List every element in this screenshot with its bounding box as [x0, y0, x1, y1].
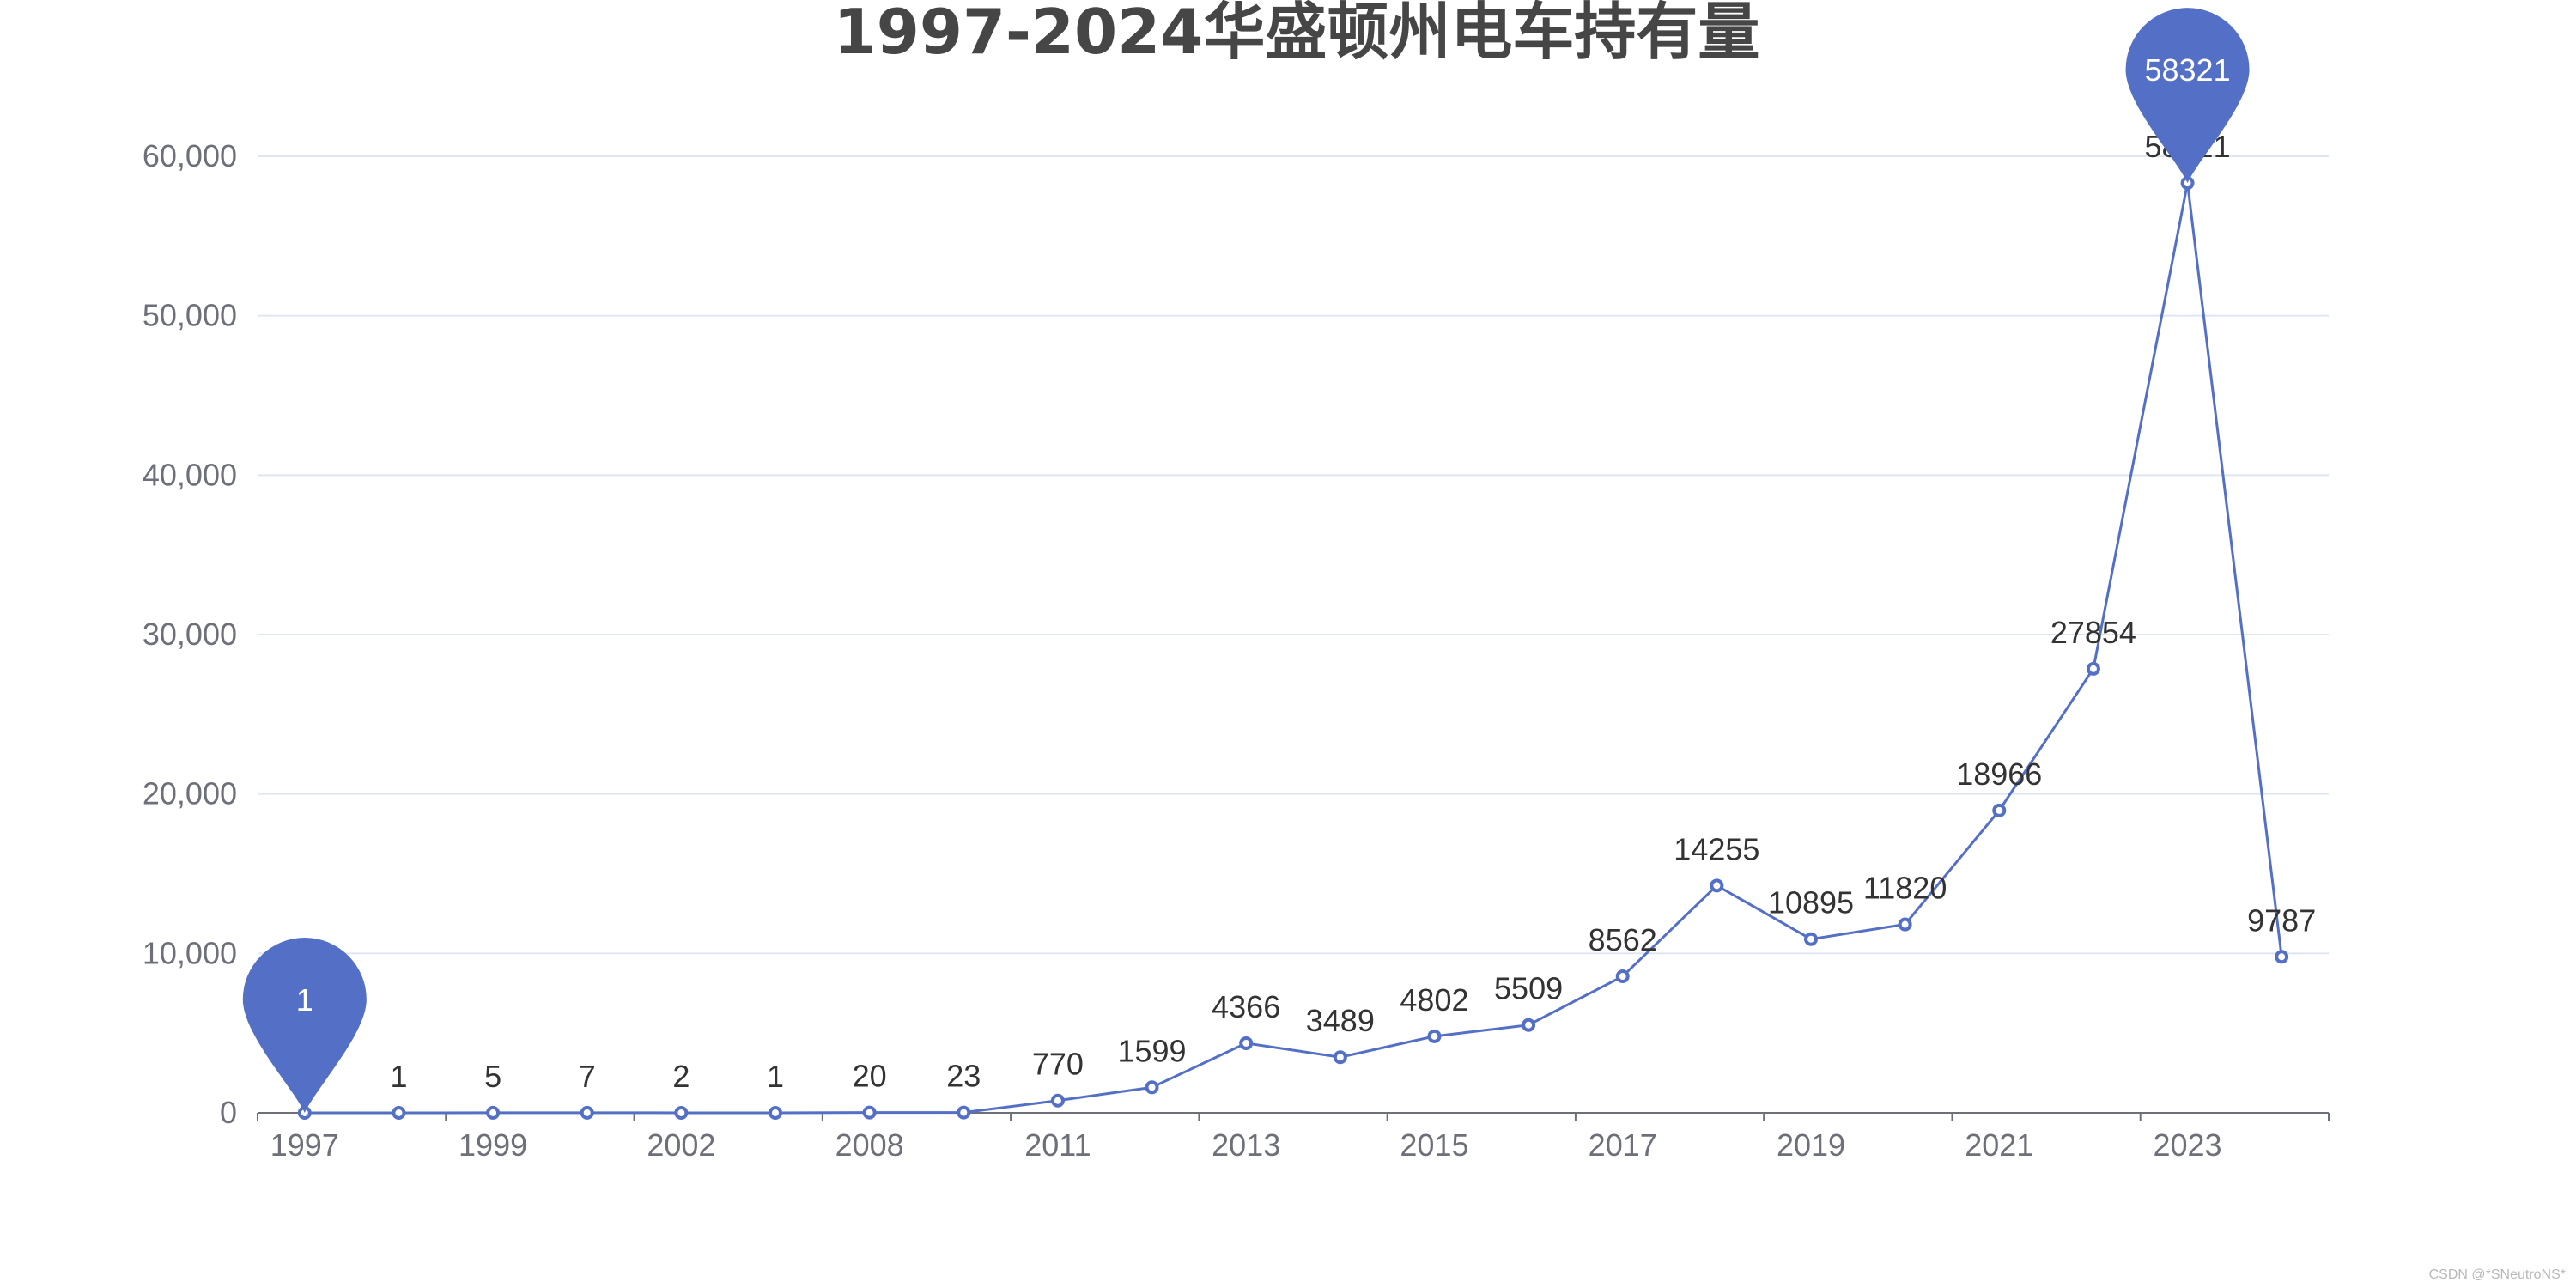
y-tick-label: 30,000 — [143, 617, 237, 652]
data-point — [486, 1105, 501, 1120]
x-tick-label: 2011 — [1024, 1127, 1091, 1163]
max-markpoint: 58321 — [2125, 8, 2250, 184]
data-label: 2 — [672, 1059, 690, 1094]
data-label: 8562 — [1589, 922, 1657, 957]
data-label: 7 — [579, 1059, 596, 1094]
y-tick-label: 50,000 — [143, 298, 237, 333]
data-point — [1615, 969, 1630, 984]
data-label: 4802 — [1400, 982, 1468, 1018]
data-point — [2086, 661, 2100, 676]
data-label: 1 — [390, 1059, 407, 1094]
y-tick-label: 0 — [220, 1095, 237, 1130]
x-tick-label: 2023 — [2153, 1127, 2221, 1163]
data-label: 5509 — [1494, 971, 1563, 1006]
data-labels: 1 1 5 7 2 1 20 23 770 1599 4366 3489 4802 5509 8562 142… — [296, 129, 2316, 1094]
data-point — [1333, 1050, 1347, 1065]
data-point — [2275, 950, 2289, 964]
data-label: 20 — [853, 1059, 887, 1094]
x-tick-label: 2013 — [1212, 1127, 1280, 1163]
data-point — [862, 1105, 877, 1120]
watermark: CSDN @*SNeutroNS* — [2428, 1267, 2566, 1282]
min-markpoint-shape — [242, 937, 367, 1113]
data-label: 770 — [1032, 1047, 1084, 1082]
x-tick-label: 2002 — [647, 1127, 715, 1163]
y-tick-label: 60,000 — [143, 138, 237, 173]
data-point — [769, 1105, 782, 1120]
x-tick-label: 2008 — [835, 1127, 904, 1163]
y-tick-label: 40,000 — [143, 457, 237, 492]
x-tick-label: 1997 — [270, 1127, 339, 1163]
x-tick-label: 2021 — [1965, 1127, 2033, 1163]
data-point — [674, 1105, 689, 1120]
y-axis: 0 10,000 20,000 30,000 40,000 50,000 60,000 — [143, 138, 237, 1130]
min-markpoint-label: 1 — [296, 982, 313, 1018]
data-label: 5 — [484, 1059, 501, 1094]
x-tick-label: 1999 — [459, 1127, 527, 1163]
data-point — [1898, 917, 1912, 932]
data-label: 23 — [946, 1059, 981, 1094]
markpoints: 58321 1 — [242, 8, 2250, 1113]
data-point — [1992, 803, 2007, 817]
data-label: 18966 — [1956, 756, 2042, 792]
data-label: 1599 — [1117, 1033, 1186, 1068]
x-axis: 1997 1999 2002 2008 2011 2013 2015 2017 2019 2021… — [257, 1112, 2330, 1163]
x-tick-label: 2019 — [1777, 1127, 1845, 1163]
data-point — [1804, 932, 1818, 946]
data-label: 3489 — [1306, 1003, 1375, 1038]
series — [297, 176, 2289, 1120]
data-label: 4366 — [1212, 989, 1280, 1024]
data-point — [1710, 878, 1724, 893]
data-point — [957, 1105, 971, 1120]
max-markpoint-label: 58321 — [2144, 52, 2230, 88]
data-point — [392, 1105, 406, 1120]
series-line — [304, 182, 2283, 1115]
data-label: 27854 — [2050, 615, 2136, 650]
data-label: 1 — [767, 1059, 784, 1094]
max-markpoint-shape — [2125, 8, 2250, 184]
data-point — [580, 1105, 594, 1120]
data-point — [1522, 1018, 1536, 1032]
data-label: 11820 — [1863, 871, 1947, 906]
min-markpoint: 1 — [242, 937, 367, 1113]
grid-lines — [258, 155, 2329, 955]
x-tick-label: 2017 — [1589, 1127, 1657, 1163]
data-label: 9787 — [2247, 902, 2316, 938]
data-point — [1239, 1036, 1254, 1050]
data-point — [1145, 1080, 1159, 1095]
data-label: 10895 — [1768, 885, 1854, 920]
y-tick-label: 20,000 — [143, 776, 237, 811]
data-point — [1050, 1093, 1065, 1108]
chart-title: 1997-2024华盛顿州电车持有量 — [834, 0, 1760, 68]
y-tick-label: 10,000 — [143, 935, 237, 970]
data-point — [1427, 1029, 1442, 1043]
data-label: 14255 — [1674, 831, 1759, 866]
x-tick-label: 2015 — [1400, 1127, 1468, 1163]
